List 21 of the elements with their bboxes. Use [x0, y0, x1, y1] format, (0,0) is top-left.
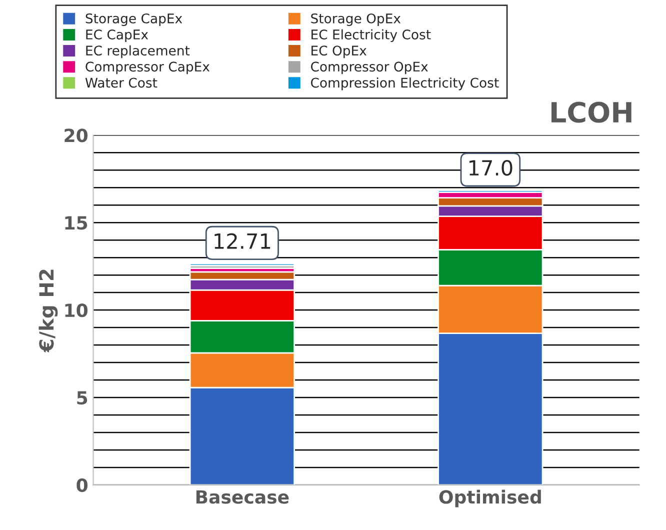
legend-label: EC Electricity Cost — [312, 29, 431, 42]
y-tick-label: 10 — [65, 304, 88, 318]
y-tick-label: 15 — [65, 216, 88, 230]
y-tick-label: 5 — [77, 391, 88, 405]
legend-label: Storage OpEx — [311, 13, 401, 26]
x-tick-label: Basecase — [196, 490, 289, 504]
y-tick-label: 20 — [64, 128, 88, 142]
legend-label: EC CapEx — [86, 30, 148, 42]
legend-label: Water Cost — [85, 78, 158, 88]
total-label: 12.71 — [214, 233, 270, 249]
legend-label: Compressor OpEx — [310, 62, 428, 74]
legend-label: EC replacement — [86, 45, 190, 58]
x-tick-label: Optimised — [439, 490, 541, 508]
chart-title: LCOH — [552, 102, 632, 123]
y-tick-label: 0 — [76, 478, 88, 492]
total-label: 17.0 — [470, 160, 512, 176]
legend-label: Compressor CapEx — [86, 62, 210, 74]
legend-label: Storage CapEx — [86, 13, 182, 26]
legend-label: EC OpEx — [312, 46, 366, 58]
y-axis-title: €/kg H2 — [38, 270, 58, 352]
legend-label: Compression Electricity Cost — [310, 77, 499, 90]
